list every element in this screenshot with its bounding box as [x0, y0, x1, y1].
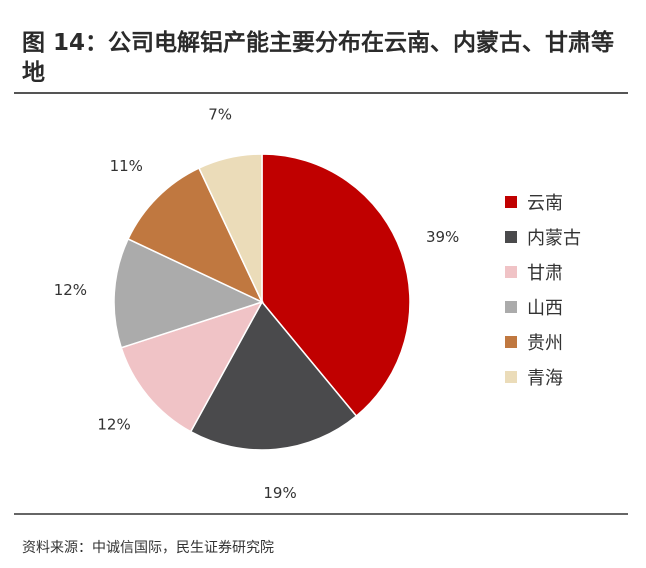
percent-label-3: 12%: [97, 415, 130, 433]
pie-slice-2: [189, 300, 358, 451]
percent-label-5: 11%: [110, 157, 143, 175]
legend-label-5: 贵州: [527, 333, 563, 354]
legend-swatch-6: [505, 371, 517, 383]
percent-label-4: 12%: [54, 281, 87, 299]
legend-label-2: 内蒙古: [527, 228, 581, 249]
legend-swatch-2: [505, 231, 517, 243]
legend-swatch-3: [505, 266, 517, 278]
legend-swatch-1: [505, 196, 517, 208]
chart-title: 图 14：公司电解铝产能主要分布在云南、内蒙古、甘肃等地: [22, 30, 615, 86]
pie-slices: [113, 153, 411, 451]
legend-swatch-5: [505, 336, 517, 348]
percent-label-6: 7%: [208, 106, 232, 124]
legend-label-6: 青海: [527, 368, 563, 389]
pie-percent-labels: 39% 19% 12% 12% 11% 7%: [54, 106, 460, 503]
source-note: 资料来源：中诚信国际，民生证券研究院: [22, 540, 274, 556]
pie-slice-6: [197, 153, 263, 303]
pie-slice-4: [113, 237, 265, 349]
percent-label-1: 39%: [426, 228, 459, 246]
pie-slice-5: [127, 167, 264, 304]
legend-label-1: 云南: [527, 193, 563, 214]
percent-label-2: 19%: [263, 484, 296, 502]
footer-divider: [14, 513, 628, 515]
pie-slice-3: [120, 300, 264, 433]
legend-label-3: 甘肃: [527, 263, 563, 284]
legend-swatch-4: [505, 301, 517, 313]
title-divider: [14, 92, 628, 94]
legend-label-4: 山西: [527, 298, 563, 319]
pie-slice-1: [261, 153, 411, 418]
